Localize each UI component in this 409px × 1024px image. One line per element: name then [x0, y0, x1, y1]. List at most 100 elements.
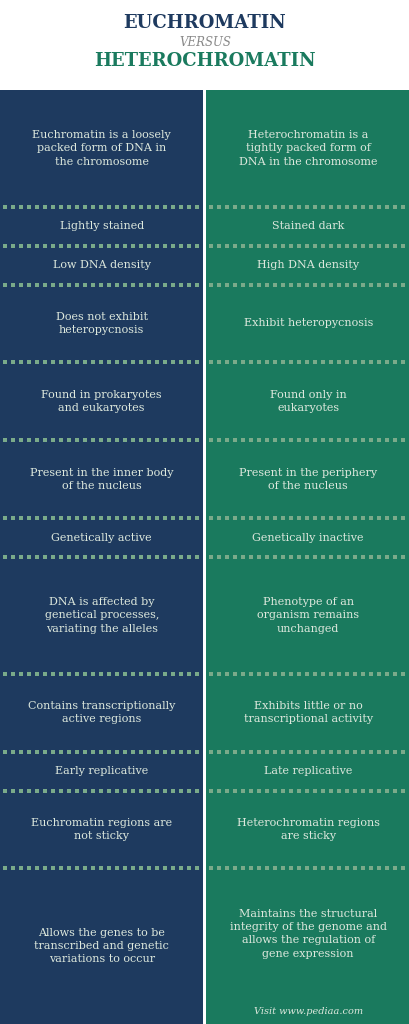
Bar [139, 555, 143, 559]
Bar [289, 555, 293, 559]
Text: Present in the inner body
of the nucleus: Present in the inner body of the nucleus [30, 468, 173, 490]
Bar [289, 672, 293, 676]
Bar [11, 283, 15, 287]
Bar [107, 788, 111, 793]
Bar [179, 555, 182, 559]
Bar [305, 438, 309, 442]
Bar [99, 283, 103, 287]
Bar [155, 788, 159, 793]
Bar [187, 360, 191, 365]
Bar [67, 283, 71, 287]
Bar [400, 555, 405, 559]
Bar [123, 866, 127, 870]
Bar [313, 516, 317, 520]
Bar [217, 516, 221, 520]
Bar [384, 866, 389, 870]
Bar [43, 866, 47, 870]
Bar [281, 788, 285, 793]
Bar [3, 866, 7, 870]
Bar [155, 244, 159, 248]
Bar [393, 555, 397, 559]
Bar [195, 672, 198, 676]
Bar [297, 438, 301, 442]
Bar [345, 283, 348, 287]
Bar [337, 555, 341, 559]
Bar [305, 205, 309, 209]
Bar [249, 205, 253, 209]
Bar [187, 516, 191, 520]
Bar [337, 360, 341, 365]
Bar [0, 791, 203, 868]
Bar [107, 360, 111, 365]
Bar [115, 555, 119, 559]
Bar [206, 868, 409, 1024]
Bar [265, 516, 269, 520]
Bar [75, 283, 79, 287]
Bar [265, 555, 269, 559]
Bar [131, 866, 135, 870]
Bar [27, 788, 31, 793]
Bar [217, 205, 221, 209]
Bar [19, 438, 23, 442]
Bar [147, 672, 151, 676]
Bar [51, 555, 55, 559]
Bar [329, 750, 333, 754]
Bar [233, 866, 237, 870]
Bar [155, 438, 159, 442]
Bar [3, 438, 7, 442]
Bar [171, 438, 175, 442]
Bar [83, 244, 87, 248]
Bar [206, 557, 409, 674]
Bar [11, 244, 15, 248]
Bar [11, 750, 15, 754]
Bar [369, 283, 373, 287]
Bar [139, 244, 143, 248]
Bar [67, 672, 71, 676]
Bar [43, 555, 47, 559]
Bar [131, 788, 135, 793]
Bar [75, 205, 79, 209]
Bar [163, 360, 166, 365]
Bar [179, 283, 182, 287]
Bar [345, 360, 348, 365]
Text: VERSUS: VERSUS [179, 36, 230, 49]
Bar [384, 672, 389, 676]
Bar [249, 866, 253, 870]
Bar [377, 555, 380, 559]
Bar [123, 750, 127, 754]
Bar [147, 516, 151, 520]
Bar [305, 750, 309, 754]
Bar [361, 672, 364, 676]
Bar [400, 205, 405, 209]
Bar [329, 516, 333, 520]
Bar [51, 516, 55, 520]
Bar [155, 672, 159, 676]
Bar [19, 750, 23, 754]
Bar [107, 205, 111, 209]
Bar [195, 360, 198, 365]
Bar [225, 866, 229, 870]
Bar [99, 360, 103, 365]
Bar [209, 672, 213, 676]
Bar [217, 360, 221, 365]
Bar [123, 672, 127, 676]
Bar [0, 246, 203, 285]
Bar [257, 555, 261, 559]
Bar [393, 672, 397, 676]
Bar [273, 555, 277, 559]
Bar [27, 205, 31, 209]
Bar [217, 283, 221, 287]
Bar [400, 750, 405, 754]
Bar [257, 750, 261, 754]
Bar [131, 750, 135, 754]
Bar [321, 360, 325, 365]
Text: Genetically active: Genetically active [51, 532, 152, 543]
Bar [400, 283, 405, 287]
Bar [297, 205, 301, 209]
Bar [384, 205, 389, 209]
Bar [139, 516, 143, 520]
Bar [217, 555, 221, 559]
Bar [377, 866, 380, 870]
Bar [139, 788, 143, 793]
Bar [139, 672, 143, 676]
